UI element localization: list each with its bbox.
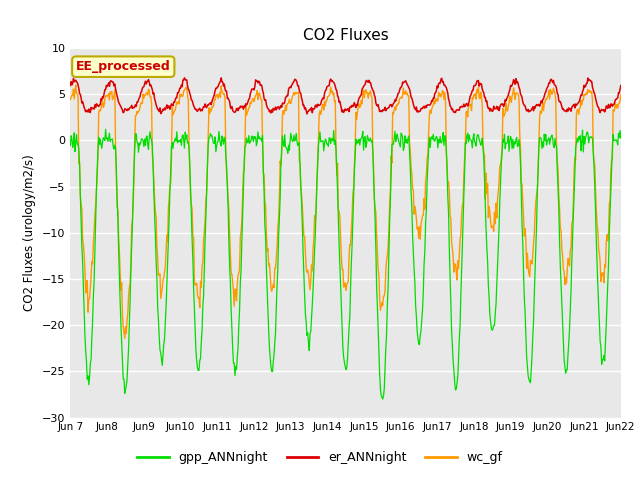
gpp_ANNnight	[219, 137, 227, 143]
Line: er_ANNnight: er_ANNnight	[70, 78, 621, 114]
wc_gf	[414, 225, 422, 230]
Legend: gpp_ANNnight, er_ANNnight, wc_gf: gpp_ANNnight, er_ANNnight, wc_gf	[132, 446, 508, 469]
er_ANNnight	[133, 99, 141, 105]
er_ANNnight	[219, 79, 227, 85]
Line: gpp_ANNnight: gpp_ANNnight	[70, 129, 621, 399]
gpp_ANNnight	[134, 140, 141, 146]
er_ANNnight	[414, 108, 422, 113]
gpp_ANNnight	[617, 135, 625, 141]
er_ANNnight	[617, 83, 625, 88]
gpp_ANNnight	[77, 193, 84, 199]
wc_gf	[121, 336, 129, 341]
er_ANNnight	[430, 96, 438, 101]
gpp_ANNnight	[67, 143, 74, 148]
wc_gf	[77, 202, 85, 207]
gpp_ANNnight	[190, 286, 198, 292]
gpp_ANNnight	[414, 336, 422, 341]
Text: EE_processed: EE_processed	[76, 60, 171, 73]
wc_gf	[617, 92, 625, 98]
gpp_ANNnight	[379, 396, 387, 402]
er_ANNnight	[77, 92, 84, 97]
Line: wc_gf: wc_gf	[70, 85, 621, 338]
er_ANNnight	[218, 75, 225, 81]
Title: CO2 Fluxes: CO2 Fluxes	[303, 28, 388, 43]
gpp_ANNnight	[102, 126, 109, 132]
er_ANNnight	[67, 83, 74, 88]
er_ANNnight	[303, 111, 311, 117]
er_ANNnight	[189, 100, 196, 106]
wc_gf	[134, 108, 142, 114]
wc_gf	[220, 92, 227, 97]
wc_gf	[191, 280, 198, 286]
Y-axis label: CO2 Fluxes (urology/m2/s): CO2 Fluxes (urology/m2/s)	[24, 155, 36, 311]
gpp_ANNnight	[430, 138, 438, 144]
wc_gf	[72, 82, 79, 88]
wc_gf	[67, 96, 74, 102]
wc_gf	[430, 98, 438, 104]
